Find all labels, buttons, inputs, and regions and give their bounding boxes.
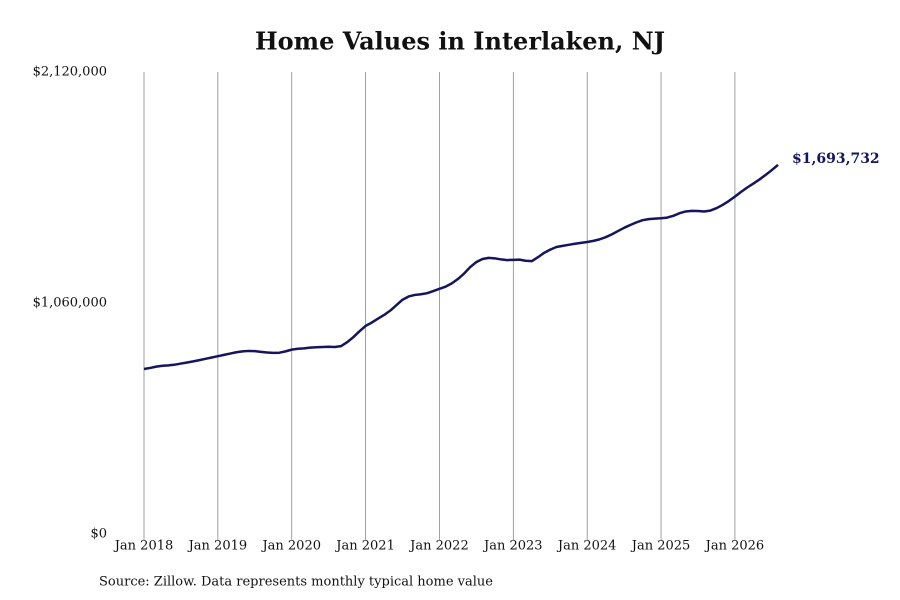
y-tick-label: $1,060,000 [33, 296, 107, 311]
end-value-label: $1,693,732 [792, 151, 880, 167]
x-tick-label: Jan 2026 [704, 539, 765, 554]
x-tick-label: Jan 2018 [113, 539, 174, 554]
x-tick-label: Jan 2020 [260, 539, 321, 554]
x-tick-label: Jan 2024 [556, 539, 617, 554]
x-tick-label: Jan 2022 [408, 539, 469, 554]
x-tick-label: Jan 2025 [630, 539, 691, 554]
x-tick-label: Jan 2021 [334, 539, 395, 554]
y-tick-label: $0 [90, 527, 107, 542]
x-tick-label: Jan 2023 [482, 539, 543, 554]
chart-title: Home Values in Interlaken, NJ [255, 27, 665, 56]
source-note: Source: Zillow. Data represents monthly … [99, 575, 493, 590]
y-tick-label: $2,120,000 [33, 65, 107, 80]
series-line [143, 163, 779, 371]
x-tick-label: Jan 2019 [187, 539, 248, 554]
